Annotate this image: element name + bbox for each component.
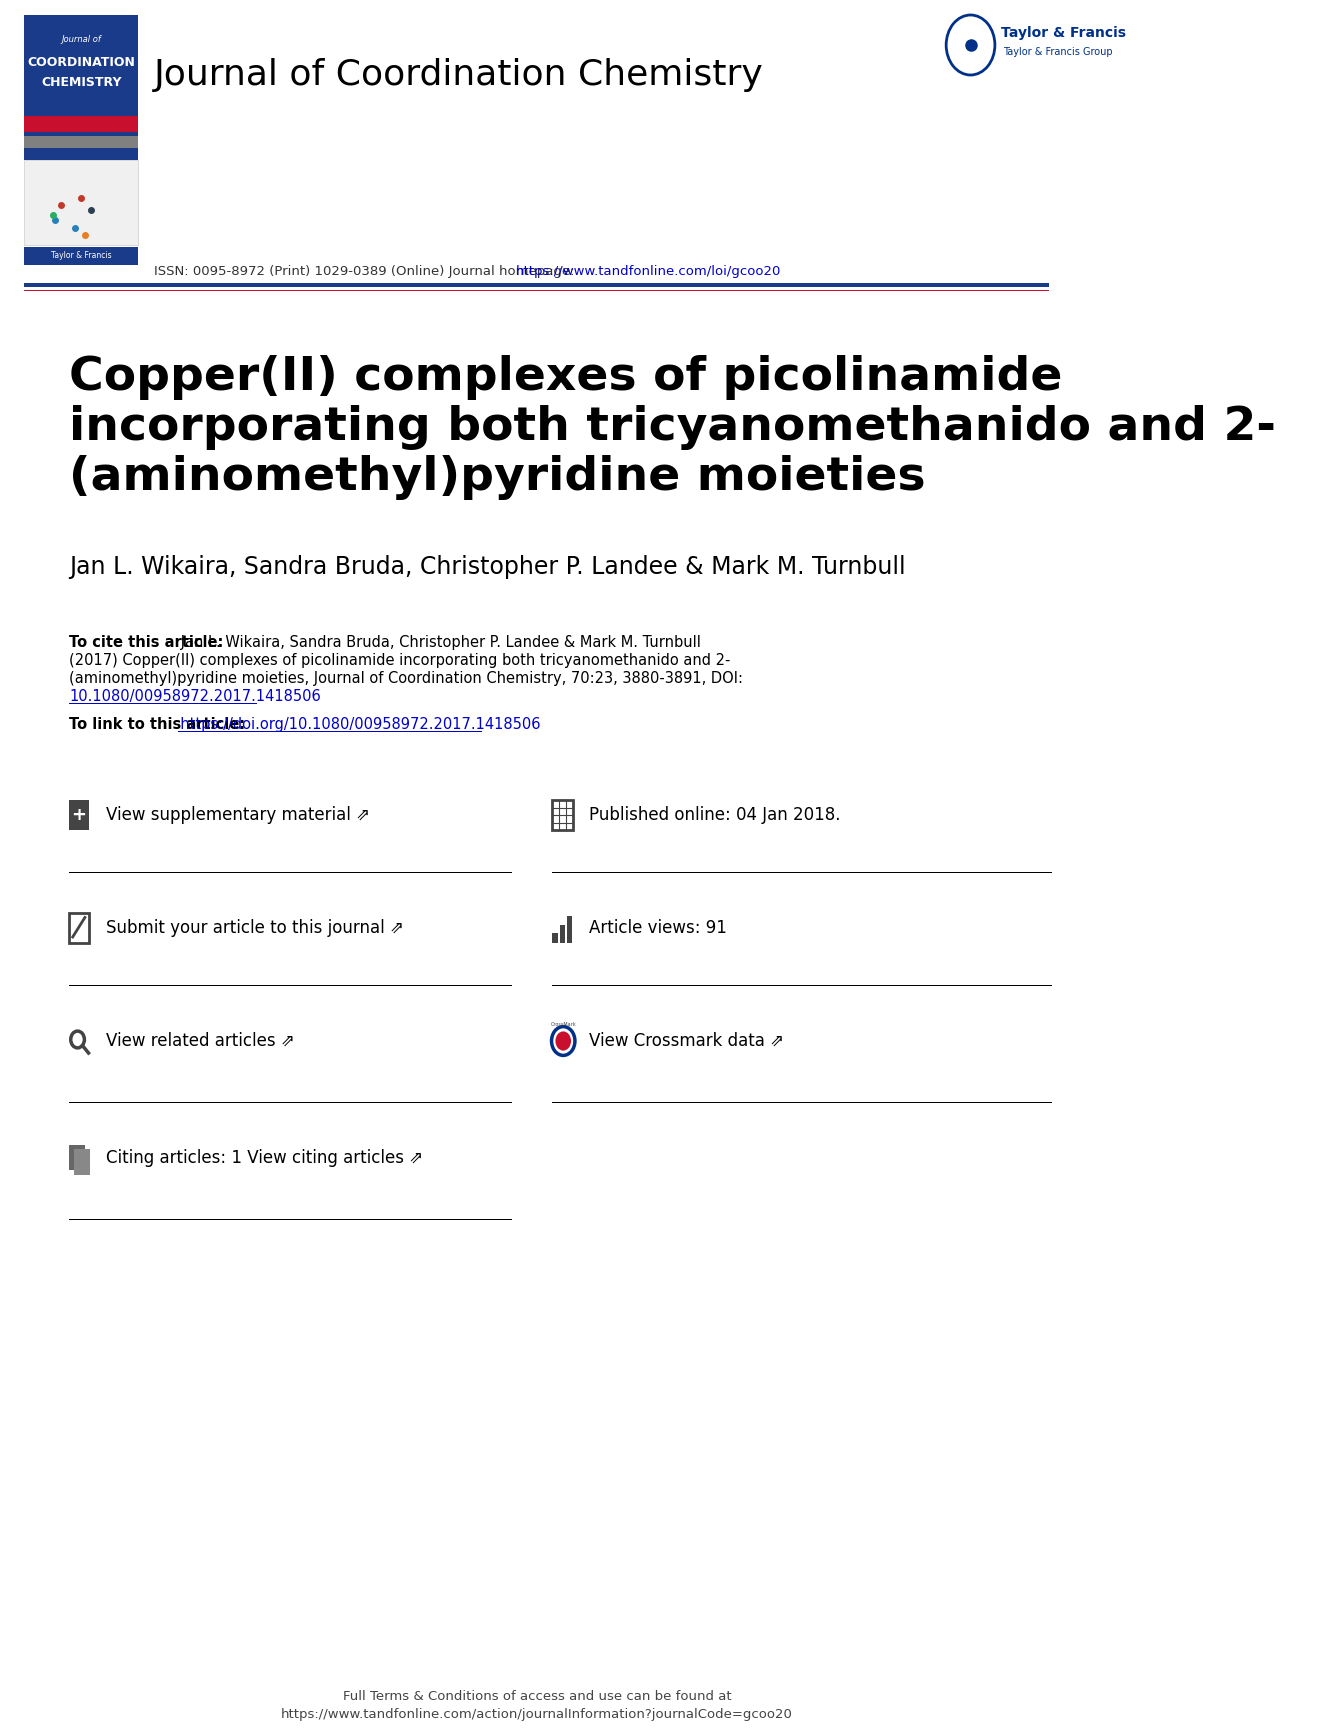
Bar xyxy=(24,160,137,245)
Text: Taylor & Francis: Taylor & Francis xyxy=(1001,26,1125,40)
Text: 10.1080/00958972.2017.1418506: 10.1080/00958972.2017.1418506 xyxy=(69,689,321,705)
Text: Copper(II) complexes of picolinamide: Copper(II) complexes of picolinamide xyxy=(69,354,1063,399)
Circle shape xyxy=(555,1031,571,1050)
Bar xyxy=(24,247,137,266)
Bar xyxy=(559,925,564,943)
Text: Jan L. Wikaira, Sandra Bruda, Christopher P. Landee & Mark M. Turnbull: Jan L. Wikaira, Sandra Bruda, Christophe… xyxy=(69,556,906,580)
Text: Taylor & Francis Group: Taylor & Francis Group xyxy=(1003,47,1113,57)
Text: Journal of: Journal of xyxy=(61,35,102,45)
Bar xyxy=(69,1144,85,1170)
Bar xyxy=(74,1149,90,1175)
Text: View related articles ⇗: View related articles ⇗ xyxy=(106,1031,295,1050)
Text: (aminomethyl)pyridine moieties: (aminomethyl)pyridine moieties xyxy=(69,455,925,500)
Text: ISSN: 0095-8972 (Print) 1029-0389 (Online) Journal homepage:: ISSN: 0095-8972 (Print) 1029-0389 (Onlin… xyxy=(155,266,579,278)
Bar xyxy=(553,932,558,943)
Text: +: + xyxy=(71,806,86,825)
Text: Journal of Coordination Chemistry: Journal of Coordination Chemistry xyxy=(155,57,764,92)
Text: View Crossmark data ⇗: View Crossmark data ⇗ xyxy=(588,1031,784,1050)
Text: (2017) Copper(II) complexes of picolinamide incorporating both tricyanomethanido: (2017) Copper(II) complexes of picolinam… xyxy=(69,653,731,668)
Bar xyxy=(553,800,572,830)
Text: CrossMark: CrossMark xyxy=(550,1023,576,1028)
Text: View supplementary material ⇗: View supplementary material ⇗ xyxy=(106,806,370,825)
Bar xyxy=(24,16,137,160)
Bar xyxy=(24,135,137,148)
Text: https://doi.org/10.1080/00958972.2017.1418506: https://doi.org/10.1080/00958972.2017.14… xyxy=(172,717,541,733)
Bar xyxy=(24,283,1050,286)
Bar xyxy=(567,917,572,943)
Text: COORDINATION: COORDINATION xyxy=(28,57,135,69)
Text: (aminomethyl)pyridine moieties, Journal of Coordination Chemistry, 70:23, 3880-3: (aminomethyl)pyridine moieties, Journal … xyxy=(69,672,743,686)
Text: incorporating both tricyanomethanido and 2-: incorporating both tricyanomethanido and… xyxy=(69,404,1276,450)
Bar xyxy=(24,116,137,132)
Text: Full Terms & Conditions of access and use can be found at: Full Terms & Conditions of access and us… xyxy=(342,1691,731,1703)
Text: https://www.tandfonline.com/loi/gcoo20: https://www.tandfonline.com/loi/gcoo20 xyxy=(516,266,781,278)
Text: Citing articles: 1 View citing articles ⇗: Citing articles: 1 View citing articles … xyxy=(106,1149,423,1167)
Text: Published online: 04 Jan 2018.: Published online: 04 Jan 2018. xyxy=(588,806,841,825)
Bar xyxy=(69,800,89,830)
Text: Jan L. Wikaira, Sandra Bruda, Christopher P. Landee & Mark M. Turnbull: Jan L. Wikaira, Sandra Bruda, Christophe… xyxy=(176,635,701,649)
Text: Submit your article to this journal ⇗: Submit your article to this journal ⇗ xyxy=(106,918,403,937)
Text: To cite this article:: To cite this article: xyxy=(69,635,223,649)
Text: To link to this article:: To link to this article: xyxy=(69,717,245,733)
Text: Article views: 91: Article views: 91 xyxy=(588,918,727,937)
Text: https://www.tandfonline.com/action/journalInformation?journalCode=gcoo20: https://www.tandfonline.com/action/journ… xyxy=(280,1708,793,1720)
Text: CHEMISTRY: CHEMISTRY xyxy=(41,76,122,90)
Text: Taylor & Francis: Taylor & Francis xyxy=(52,252,111,260)
Bar xyxy=(69,913,89,943)
